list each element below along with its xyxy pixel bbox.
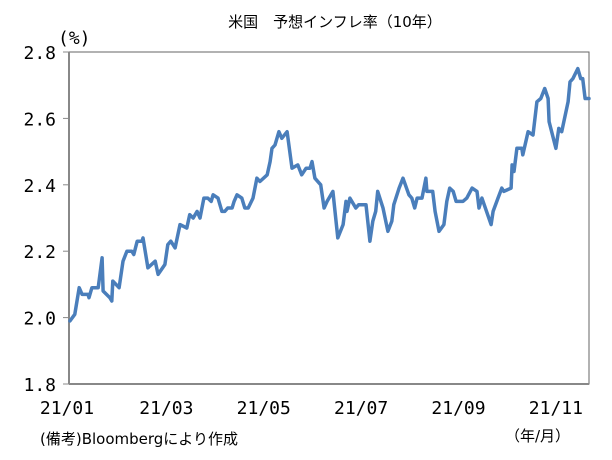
y-tick-label: 2.0 bbox=[23, 309, 56, 330]
x-tick-label: 21/01 bbox=[40, 398, 94, 419]
x-tick-label: 21/09 bbox=[431, 398, 485, 419]
x-tick-label: 21/03 bbox=[139, 398, 193, 419]
x-axis-unit: （年/月） bbox=[505, 427, 570, 445]
y-tick-label: 2.2 bbox=[23, 242, 56, 263]
series-line bbox=[68, 66, 591, 323]
x-tick-label: 21/05 bbox=[237, 398, 291, 419]
x-tick-label: 21/07 bbox=[334, 398, 388, 419]
x-tick-label: 21/11 bbox=[529, 398, 583, 419]
chart-title: 米国 予想インフレ率（10年） bbox=[228, 13, 442, 31]
source-note: (備考)Bloombergにより作成 bbox=[40, 430, 238, 448]
y-tick-label: 2.8 bbox=[23, 43, 56, 64]
y-tick-label: 2.4 bbox=[23, 176, 56, 197]
plot-frame bbox=[68, 51, 590, 385]
y-axis-unit: (%) bbox=[58, 28, 91, 49]
y-tick-label: 1.8 bbox=[23, 375, 56, 396]
y-tick-label: 2.6 bbox=[23, 109, 56, 130]
